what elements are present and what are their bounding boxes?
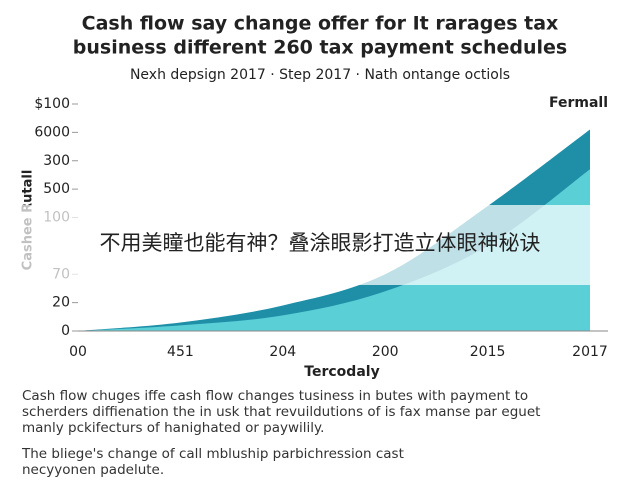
area: [78, 169, 590, 331]
x-tick-label: 204: [269, 344, 296, 360]
x-tick-label: 200: [372, 344, 399, 360]
y-tick-label: 0: [61, 323, 70, 339]
y-tick-label: $100: [34, 96, 70, 112]
y-tick-label: 300: [43, 153, 70, 169]
caption-line: necyyonen padelute.: [22, 462, 164, 478]
subtitle: Nexh depsign 2017 · Step 2017 · Nath ont…: [130, 67, 510, 83]
caption-line: scherders diffienation the in usk that r…: [22, 404, 540, 420]
chart-title: Cash flow say change offer for It rarage…: [82, 13, 559, 35]
x-tick-label: 451: [167, 344, 194, 360]
banner-band: [0, 205, 640, 285]
x-tick-label: 00: [69, 344, 87, 360]
caption-line: The bliege's change of call mbluship par…: [21, 446, 404, 462]
x-tick-label: 2017: [572, 344, 608, 360]
y-tick-label: 20: [52, 295, 70, 311]
x-axis-label: Tercodaly: [304, 364, 379, 380]
caption-line: Cash flow chuges iffe cash flow changes …: [22, 388, 528, 404]
y-tick-label: 500: [43, 181, 70, 197]
annotation: Fermall: [549, 95, 608, 111]
y-tick-label: 6000: [34, 124, 70, 140]
x-tick-label: 2015: [470, 344, 506, 360]
banner-text: 不用美瞳也能有神？叠涂眼影打造立体眼神秘诀: [100, 231, 541, 255]
caption-line: manly pckifecturs of hanighated or paywi…: [22, 420, 324, 436]
chart-title: business different 260 tax payment sched…: [73, 37, 567, 59]
